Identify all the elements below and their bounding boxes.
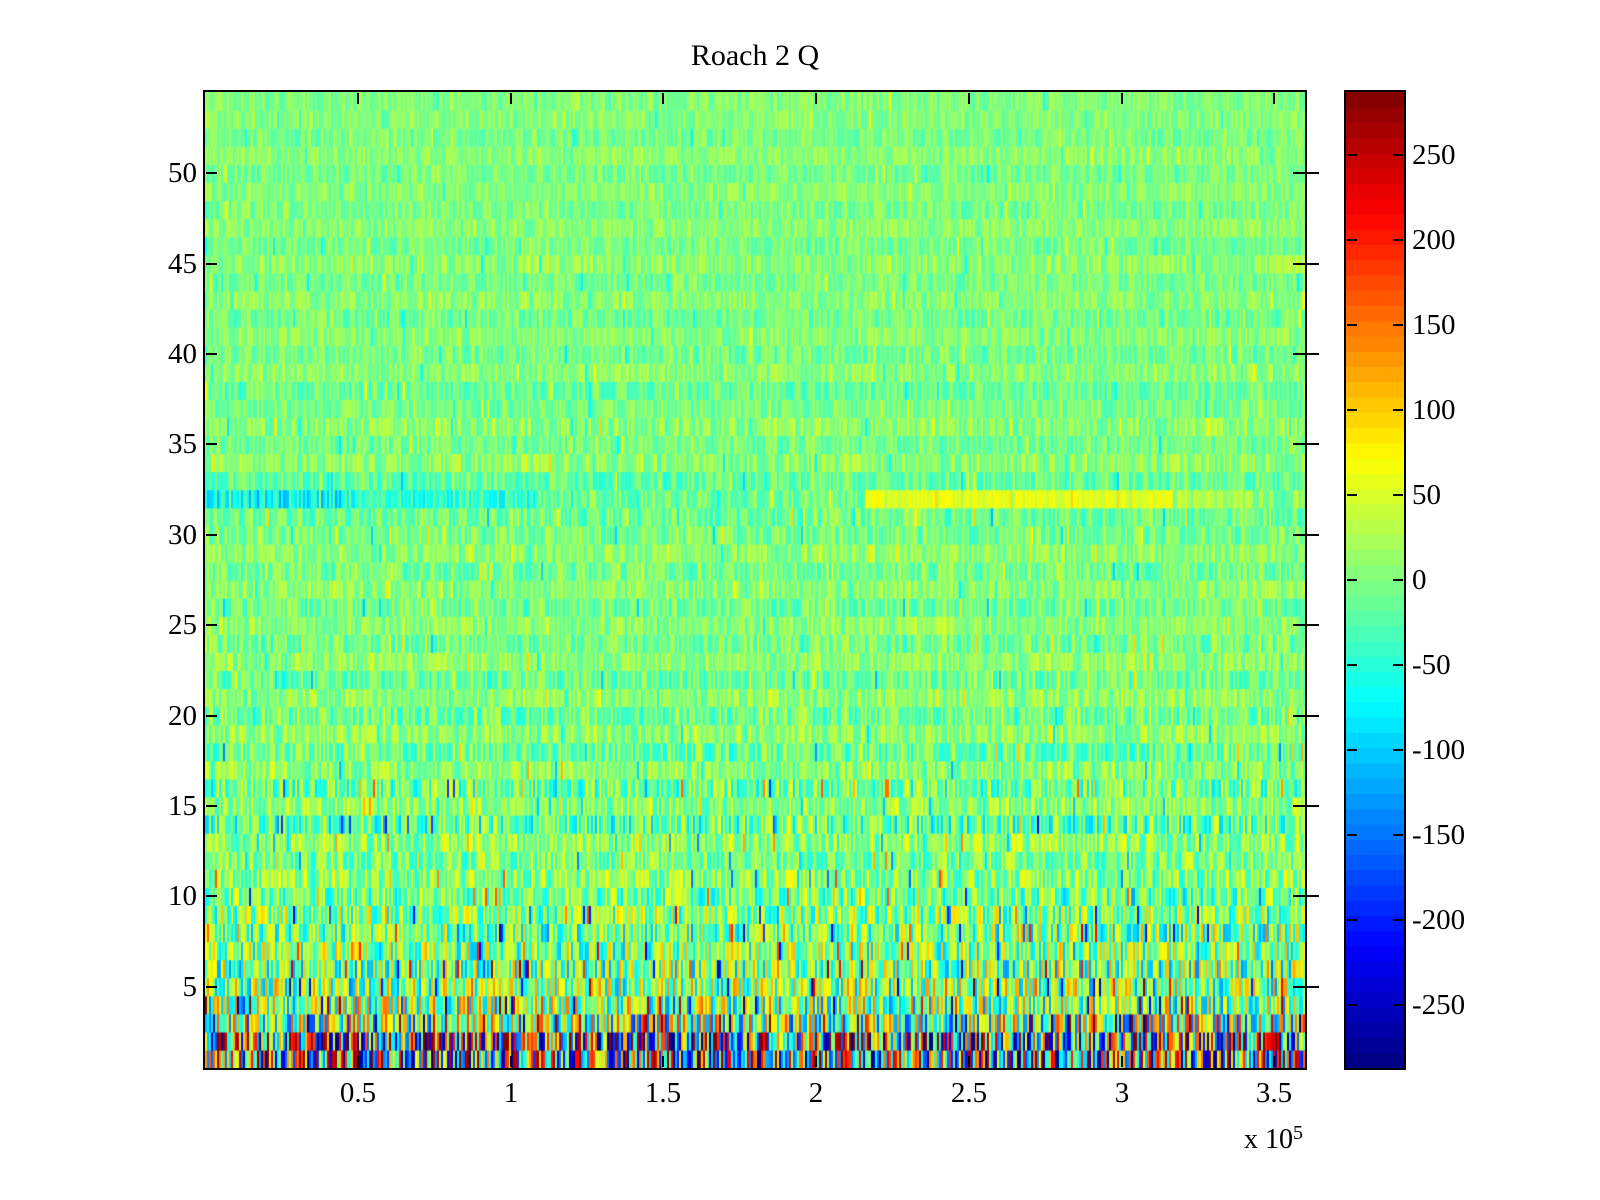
colorbar-tick-label: 0 bbox=[1412, 564, 1427, 596]
colorbar-tick-label: 50 bbox=[1412, 479, 1441, 511]
y-tick-label: 20 bbox=[168, 700, 197, 732]
y-tick-mark-right bbox=[1293, 895, 1319, 897]
colorbar-tick-mark-right bbox=[1393, 494, 1403, 496]
x-tick-mark-top bbox=[662, 93, 664, 104]
y-tick-mark bbox=[206, 805, 217, 807]
colorbar-tick-mark-right bbox=[1393, 154, 1403, 156]
y-tick-mark bbox=[206, 895, 217, 897]
colorbar-tick-mark-left bbox=[1347, 409, 1357, 411]
y-tick-mark bbox=[206, 624, 217, 626]
colorbar-tick-mark-right bbox=[1393, 834, 1403, 836]
colorbar-tick-mark-left bbox=[1347, 324, 1357, 326]
x-tick-mark-top bbox=[357, 93, 359, 104]
x-tick-mark-top bbox=[510, 93, 512, 104]
y-tick-mark-right bbox=[1293, 805, 1319, 807]
y-tick-mark bbox=[206, 534, 217, 536]
colorbar-tick-label: -100 bbox=[1412, 734, 1466, 766]
colorbar-tick-mark-left bbox=[1347, 664, 1357, 666]
x-tick-mark bbox=[510, 1056, 512, 1067]
x-tick-label: 3 bbox=[1114, 1077, 1130, 1109]
x-tick-label: 1.5 bbox=[644, 1077, 682, 1109]
y-tick-mark bbox=[206, 715, 217, 717]
colorbar-tick-label: 150 bbox=[1412, 309, 1456, 341]
x-tick-mark-top bbox=[1121, 93, 1123, 104]
y-tick-mark-right bbox=[1293, 624, 1319, 626]
y-tick-label: 50 bbox=[168, 157, 197, 189]
y-tick-mark-right bbox=[1293, 263, 1319, 265]
colorbar-tick-mark-right bbox=[1393, 409, 1403, 411]
y-tick-mark bbox=[206, 263, 217, 265]
x-axis-exponent-label: x 105 bbox=[1244, 1122, 1303, 1155]
x-tick-mark-top bbox=[815, 93, 817, 104]
colorbar-tick-label: -50 bbox=[1412, 649, 1451, 681]
x-tick-label: 3.5 bbox=[1255, 1077, 1293, 1109]
y-tick-label: 15 bbox=[168, 790, 197, 822]
y-tick-label: 30 bbox=[168, 519, 197, 551]
colorbar-tick-mark-right bbox=[1393, 664, 1403, 666]
colorbar-tick-label: -150 bbox=[1412, 819, 1466, 851]
x-tick-mark bbox=[815, 1056, 817, 1067]
y-tick-label: 5 bbox=[182, 971, 198, 1003]
y-tick-label: 25 bbox=[168, 609, 197, 641]
colorbar-tick-mark-left bbox=[1347, 239, 1357, 241]
y-tick-mark bbox=[206, 986, 217, 988]
colorbar-tick-label: -250 bbox=[1412, 989, 1466, 1021]
x-tick-label: 2.5 bbox=[950, 1077, 988, 1109]
colorbar-tick-mark-right bbox=[1393, 919, 1403, 921]
colorbar-tick-mark-left bbox=[1347, 919, 1357, 921]
y-tick-mark bbox=[206, 172, 217, 174]
x-tick-label: 1 bbox=[503, 1077, 519, 1109]
x-tick-label: 2 bbox=[808, 1077, 824, 1109]
y-tick-label: 35 bbox=[168, 428, 197, 460]
colorbar-tick-mark-left bbox=[1347, 749, 1357, 751]
colorbar-tick-mark-left bbox=[1347, 494, 1357, 496]
colorbar-tick-mark-right bbox=[1393, 579, 1403, 581]
colorbar-tick-label: 250 bbox=[1412, 139, 1456, 171]
colorbar-tick-mark-left bbox=[1347, 1004, 1357, 1006]
y-tick-mark-right bbox=[1293, 534, 1319, 536]
x-tick-label: 0.5 bbox=[339, 1077, 377, 1109]
y-tick-mark-right bbox=[1293, 715, 1319, 717]
x-tick-mark-top bbox=[968, 93, 970, 104]
y-tick-mark bbox=[206, 443, 217, 445]
colorbar-tick-mark-right bbox=[1393, 324, 1403, 326]
x-tick-mark bbox=[968, 1056, 970, 1067]
y-tick-mark-right bbox=[1293, 353, 1319, 355]
y-tick-mark-right bbox=[1293, 172, 1319, 174]
y-tick-label: 45 bbox=[168, 248, 197, 280]
x-tick-mark-top bbox=[1273, 93, 1275, 104]
x-tick-mark bbox=[1121, 1056, 1123, 1067]
chart-title: Roach 2 Q bbox=[690, 39, 820, 72]
y-tick-mark bbox=[206, 353, 217, 355]
colorbar-tick-label: -200 bbox=[1412, 904, 1466, 936]
y-tick-mark-right bbox=[1293, 986, 1319, 988]
y-tick-label: 40 bbox=[168, 338, 197, 370]
colorbar-tick-label: 100 bbox=[1412, 394, 1456, 426]
colorbar-tick-mark-right bbox=[1393, 239, 1403, 241]
x-tick-mark bbox=[357, 1056, 359, 1067]
colorbar-tick-mark-left bbox=[1347, 579, 1357, 581]
heatmap-canvas bbox=[205, 92, 1305, 1068]
colorbar-tick-mark-left bbox=[1347, 154, 1357, 156]
colorbar-tick-mark-right bbox=[1393, 749, 1403, 751]
x-tick-mark bbox=[1273, 1056, 1275, 1067]
x-tick-mark bbox=[662, 1056, 664, 1067]
y-tick-label: 10 bbox=[168, 880, 197, 912]
colorbar-tick-mark-right bbox=[1393, 1004, 1403, 1006]
y-tick-mark-right bbox=[1293, 443, 1319, 445]
colorbar-tick-label: 200 bbox=[1412, 224, 1456, 256]
colorbar-tick-mark-left bbox=[1347, 834, 1357, 836]
